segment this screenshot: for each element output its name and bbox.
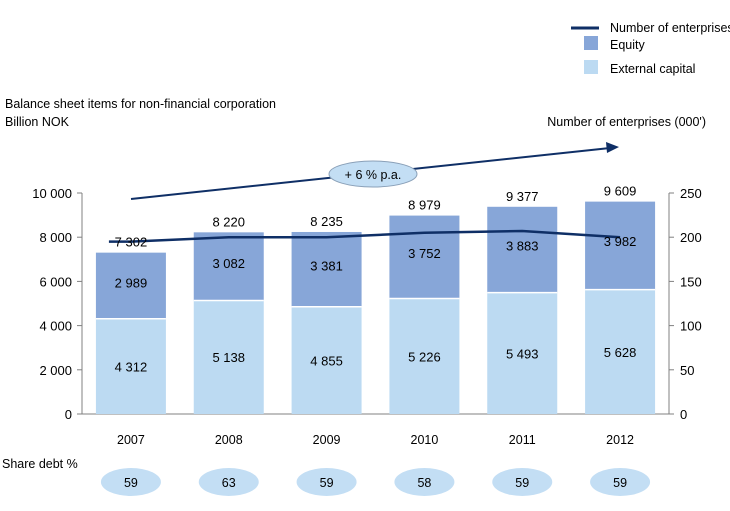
- share-debt-value-2010: 58: [417, 476, 431, 490]
- label-equity-2010: 3 752: [408, 246, 441, 261]
- label-total-2007: 7 302: [115, 235, 148, 250]
- label-total-2008: 8 220: [212, 214, 245, 229]
- label-equity-2011: 3 883: [506, 238, 539, 253]
- share-debt-bubble-2011: [492, 468, 553, 496]
- share-debt-label: Share debt %: [2, 457, 78, 471]
- label-total-2009: 8 235: [310, 214, 343, 229]
- label-external-capital-2007: 4 312: [115, 359, 148, 374]
- label-external-capital-2010: 5 226: [408, 349, 441, 364]
- y-axis-label: Billion NOK: [5, 115, 70, 129]
- bar-external-capital-2007: [95, 318, 166, 414]
- bar-equity-2012: [585, 201, 656, 290]
- bar-external-capital-2009: [291, 306, 362, 414]
- y-tick-label: 4 000: [39, 319, 72, 334]
- growth-bubble: [328, 160, 418, 188]
- y2-tick-label: 50: [680, 363, 694, 378]
- label-equity-2007: 2 989: [115, 275, 148, 290]
- bar-equity-2011: [487, 206, 558, 293]
- y-tick-label: 2 000: [39, 363, 72, 378]
- bar-external-capital-2012: [585, 289, 656, 414]
- legend-label-enterprises: Number of enterprises: [610, 21, 730, 35]
- label-equity-2009: 3 381: [310, 259, 343, 274]
- label-total-2012: 9 609: [604, 184, 637, 199]
- bar-external-capital-2008: [193, 300, 264, 414]
- label-total-2010: 8 979: [408, 198, 441, 213]
- y-tick-label: 8 000: [39, 230, 72, 245]
- share-debt-bubble-2010: [394, 468, 455, 496]
- label-equity-2008: 3 082: [212, 256, 245, 271]
- bars: [95, 201, 656, 414]
- y2-tick-label: 250: [680, 186, 702, 201]
- y-tick-label: 6 000: [39, 274, 72, 289]
- bar-labels: 4 312 2 989 7 302 5 138 3 082 8 220 4 855 3 381…: [115, 184, 637, 375]
- legend-label-equity: Equity: [610, 38, 645, 52]
- label-external-capital-2009: 4 855: [310, 353, 343, 368]
- chart-title: Balance sheet items for non-financial co…: [5, 97, 276, 111]
- label-equity-2012: 3 982: [604, 234, 637, 249]
- label-external-capital-2008: 5 138: [212, 350, 245, 365]
- x-tick-label: 2012: [606, 433, 634, 447]
- share-debt-value-2008: 63: [222, 476, 236, 490]
- bar-equity-2009: [291, 231, 362, 307]
- bar-equity-2007: [95, 252, 166, 319]
- legend: Number of enterprises Equity External ca…: [571, 21, 730, 76]
- share-debt-value-2012: 59: [613, 476, 627, 490]
- label-external-capital-2011: 5 493: [506, 346, 539, 361]
- x-tick-label: 2007: [117, 433, 145, 447]
- legend-equity-swatch: [584, 36, 598, 50]
- bar-external-capital-2010: [389, 298, 460, 414]
- y2-tick-label: 0: [680, 407, 687, 422]
- x-axis-ticks: 2007 2008 2009 2010 2011 2012: [117, 433, 634, 447]
- growth-label: + 6 % p.a.: [345, 168, 402, 182]
- bar-external-capital-2011: [487, 292, 558, 414]
- legend-label-external: External capital: [610, 62, 695, 76]
- x-tick-label: 2010: [411, 433, 439, 447]
- share-debt-bubble-2008: [198, 468, 259, 496]
- label-total-2011: 9 377: [506, 189, 539, 204]
- share-debt-value-2007: 59: [124, 476, 138, 490]
- share-debt-bubble-2009: [296, 468, 357, 496]
- y-axis-ticks: 0 2 000 4 000 6 000 8 000 10 000: [32, 186, 82, 422]
- enterprises-line-layer: [108, 229, 621, 243]
- growth-annotation: + 6 % p.a.: [130, 142, 619, 200]
- bar-equity-2008: [193, 232, 264, 301]
- share-debt-bubble-2007: [100, 468, 161, 496]
- y2-tick-label: 150: [680, 274, 702, 289]
- y2-axis-ticks: 0 50 100 150 200 250: [669, 186, 702, 422]
- legend-external-swatch: [584, 60, 598, 74]
- share-debt-value-2009: 59: [320, 476, 334, 490]
- y2-tick-label: 100: [680, 319, 702, 334]
- x-tick-label: 2009: [313, 433, 341, 447]
- label-external-capital-2012: 5 628: [604, 345, 637, 360]
- share-debt-bubble-2012: [590, 468, 651, 496]
- share-debt-row: 59 63 59 58 59 59: [100, 468, 651, 496]
- x-tick-label: 2011: [509, 433, 536, 447]
- y2-tick-label: 200: [680, 230, 702, 245]
- y2-axis-label: Number of enterprises (000'): [547, 115, 706, 129]
- y-tick-label: 10 000: [32, 186, 72, 201]
- y-tick-label: 0: [65, 407, 72, 422]
- share-debt-value-2011: 59: [515, 476, 529, 490]
- growth-arrow-head: [606, 142, 619, 153]
- x-tick-label: 2008: [215, 433, 243, 447]
- bar-equity-2010: [389, 215, 460, 299]
